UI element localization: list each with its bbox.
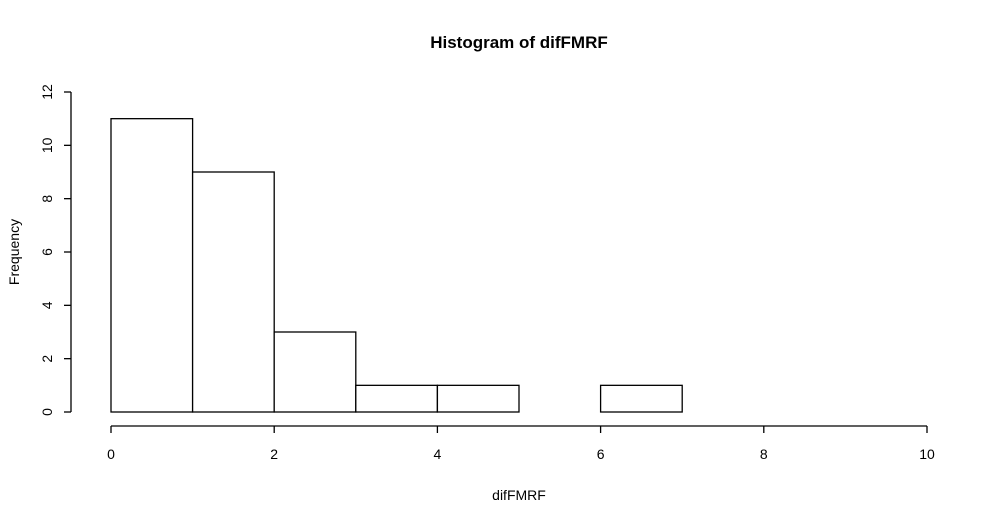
y-axis-title: Frequency <box>6 219 22 285</box>
y-tick-label: 12 <box>39 84 55 100</box>
y-tick-label: 2 <box>39 355 55 363</box>
histogram-bar-1 <box>191 171 275 413</box>
x-tick-label: 6 <box>597 446 605 462</box>
chart-title: Histogram of difFMRF <box>430 33 608 52</box>
histogram-bar-6 <box>599 384 683 413</box>
y-tick-label: 8 <box>39 195 55 203</box>
bars-group <box>110 118 683 413</box>
x-tick-label: 10 <box>919 446 935 462</box>
x-tick-label: 4 <box>434 446 442 462</box>
y-tick-label: 10 <box>39 137 55 153</box>
y-tick-label: 6 <box>39 248 55 256</box>
x-tick-label: 0 <box>107 446 115 462</box>
x-axis: 0 2 4 6 8 10 <box>107 425 935 462</box>
histogram-bar-0 <box>110 118 194 413</box>
y-tick-label: 4 <box>39 301 55 309</box>
y-tick-label: 0 <box>39 408 55 416</box>
histogram-bar-3 <box>355 384 439 413</box>
histogram-bar-2 <box>273 331 357 413</box>
histogram-bar-4 <box>436 384 520 413</box>
y-axis: 0 2 4 6 8 10 12 <box>39 84 72 416</box>
x-tick-label: 2 <box>270 446 278 462</box>
x-axis-title: difFMRF <box>492 487 546 503</box>
x-tick-label: 8 <box>760 446 768 462</box>
